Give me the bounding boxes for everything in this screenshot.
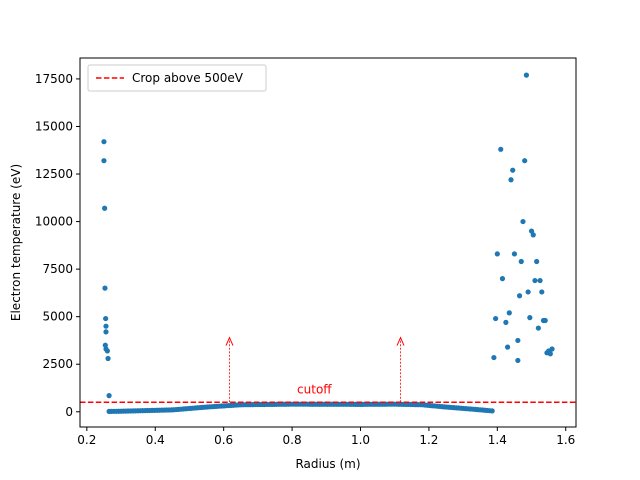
y-tick-label: 7500 — [42, 262, 73, 276]
y-tick-label: 10000 — [35, 215, 73, 229]
y-tick-label: 12500 — [35, 167, 73, 181]
x-tick-label: 1.2 — [419, 433, 438, 447]
data-point — [523, 72, 530, 78]
data-points — [101, 72, 555, 415]
data-point — [518, 258, 524, 265]
legend-box — [87, 64, 267, 92]
data-point — [498, 146, 504, 152]
data-point — [101, 158, 107, 164]
data-point — [103, 315, 109, 322]
x-ticks: 0.2 0.4 0.6 0.8 1.0 1.2 1.4 1.6 — [77, 427, 575, 447]
y-axis-label: Electron temperature (eV) — [9, 164, 23, 321]
data-point — [525, 289, 531, 295]
data-point — [491, 354, 497, 361]
cutoff-annotation: cutoff — [297, 383, 332, 397]
data-point — [103, 323, 109, 329]
data-point — [515, 357, 521, 364]
x-axis-label: Radius (m) — [295, 457, 360, 471]
y-tick-label: 17500 — [35, 72, 73, 86]
data-point — [102, 205, 108, 211]
data-point — [535, 325, 541, 331]
data-point — [547, 351, 553, 357]
data-point — [106, 393, 112, 399]
data-point — [520, 218, 526, 225]
data-point — [534, 258, 540, 265]
data-point — [532, 277, 538, 284]
x-tick-label: 1.4 — [488, 433, 507, 447]
data-point — [493, 315, 499, 322]
legend: Crop above 500eV — [87, 64, 267, 92]
y-tick-label: 0 — [65, 405, 73, 419]
y-tick-label: 5000 — [42, 310, 73, 324]
reference-lines: cutoff — [80, 336, 576, 404]
y-ticks: 0 2500 5000 7500 10000 12500 15000 17500 — [35, 72, 80, 419]
legend-entry-label: Crop above 500eV — [132, 71, 244, 85]
data-point — [105, 355, 111, 362]
data-point — [503, 319, 509, 325]
data-point — [506, 310, 512, 316]
data-point — [104, 348, 110, 354]
data-point — [489, 408, 495, 414]
arrow-head — [396, 336, 405, 346]
x-tick-label: 0.4 — [146, 433, 165, 447]
y-tick-label: 15000 — [35, 119, 73, 133]
data-point — [542, 317, 548, 324]
x-tick-label: 1.6 — [556, 433, 575, 447]
data-point — [494, 251, 500, 257]
data-point — [530, 232, 536, 238]
data-point — [549, 346, 555, 352]
data-point — [103, 329, 109, 335]
x-tick-label: 0.8 — [283, 433, 302, 447]
data-point — [510, 167, 516, 173]
x-tick-label: 1.0 — [351, 433, 370, 447]
data-point — [537, 277, 543, 284]
data-point — [522, 158, 528, 164]
x-tick-label: 0.2 — [77, 433, 96, 447]
x-tick-label: 0.6 — [214, 433, 233, 447]
data-point — [499, 276, 506, 282]
y-tick-label: 2500 — [42, 357, 73, 371]
data-point — [511, 251, 518, 257]
data-point — [102, 285, 108, 291]
data-point — [508, 177, 514, 183]
data-point — [527, 315, 533, 321]
data-point — [516, 293, 523, 299]
arrow-head — [225, 336, 234, 346]
data-point — [515, 337, 521, 344]
plot-frame — [79, 57, 577, 428]
data-point — [539, 289, 545, 295]
data-point — [504, 344, 511, 350]
data-point — [101, 139, 107, 145]
